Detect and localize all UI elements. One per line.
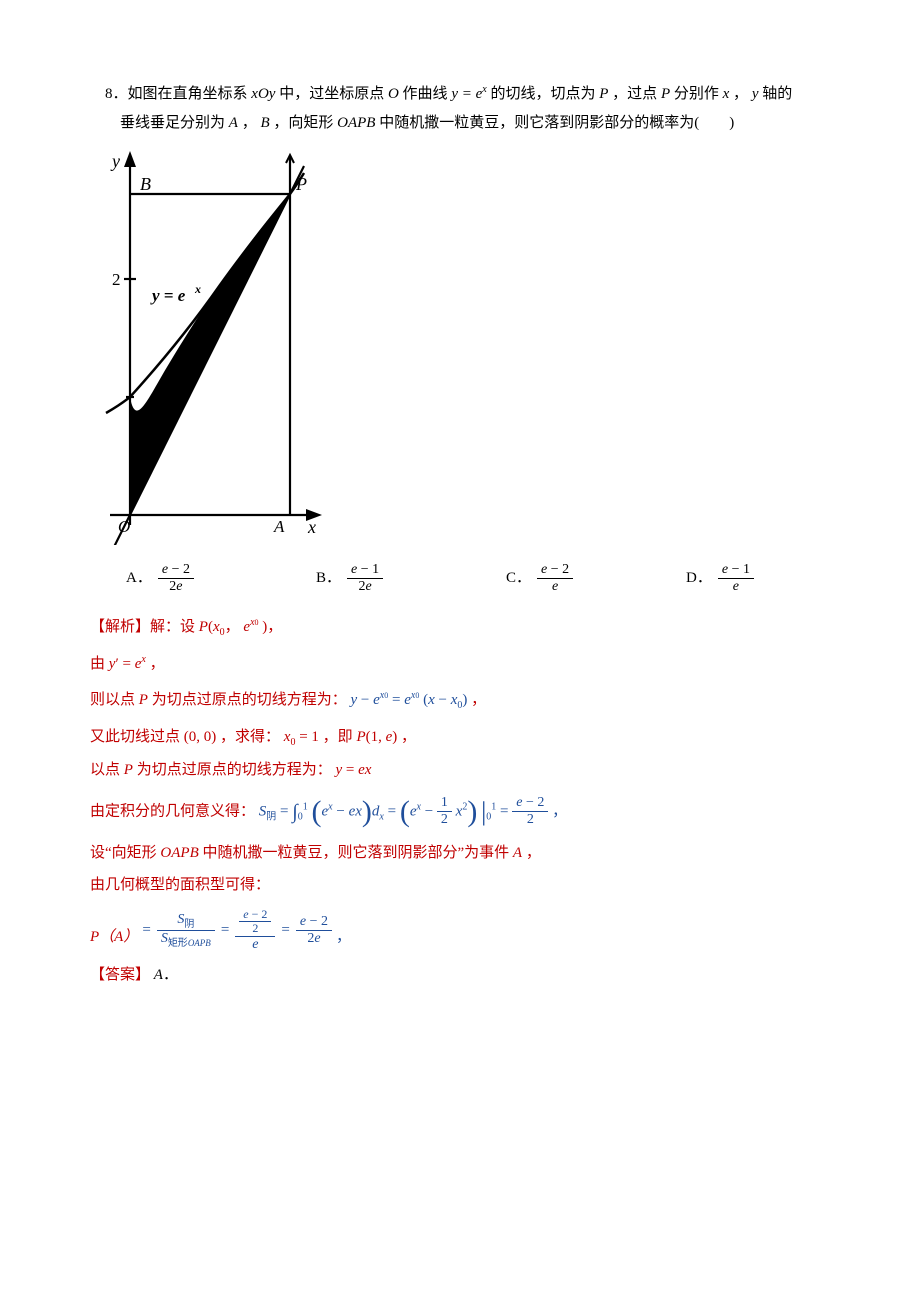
curve-label-sup: x [194,282,201,296]
solution-line-9: P（A） = S阴 S矩形OAPB = e − 2 2 e = e − 2 2e… [90,908,830,954]
origin-label: O [118,517,130,536]
problem-line-1: 8．如图在直角坐标系 xOy 中，过坐标原点 O 作曲线 y = ex 的切线，… [90,80,830,109]
option-a: A． e − 2 2e [126,562,316,595]
solution-line-3: 则以点 P 为切点过原点的切线方程为： y − ex0 = ex0 (x − x… [90,686,830,715]
coordinate-plot: y x O A B P 2 y = e x [90,145,324,545]
option-d-frac: e − 1 e [718,562,754,595]
option-c-frac: e − 2 e [537,562,573,595]
answer-line: 【答案】 A． [90,961,830,990]
option-a-frac: e − 2 2e [158,562,194,595]
x-axis-label: x [307,517,316,537]
prob-eq: = S阴 S矩形OAPB = e − 2 2 e = e − 2 2e [142,908,332,954]
solution-line-7: 设“向矩形 OAPB 中随机撒一粒黄豆，则它落到阴影部分”为事件 A ， [90,839,830,868]
option-d: D． e − 1 e [686,562,826,595]
problem-number: 8． [105,86,128,102]
integral-eq: S阴 = ∫01 (ex − ex)dx = (ex − 12 x2) |01 … [259,793,549,831]
p-label: P [295,174,307,194]
solution-line-6: 由定积分的几何意义得： S阴 = ∫01 (ex − ex)dx = (ex −… [90,793,830,831]
option-b: B． e − 1 2e [316,562,506,595]
solution-line-5: 以点 P 为切点过原点的切线方程为： y = ex [90,756,830,785]
solution-line-1: 【解析】解：设 P(x0， ex0 )， [90,613,830,642]
curve-label: y = e [150,286,186,305]
figure: y x O A B P 2 y = e x [90,145,830,556]
a-label: A [273,517,285,536]
tick-2: 2 [112,270,121,289]
solution-line-2: 由 y′ = ex ， [90,650,830,679]
options-row: A． e − 2 2e B． e − 1 2e C． e − 2 e D． e … [90,562,830,595]
curve-eq: y = ex [451,86,486,102]
xoy: xOy [251,86,275,102]
option-c: C． e − 2 e [506,562,686,595]
problem-line-2: 垂线垂足分别为 A ， B ，向矩形 OAPB 中随机撒一粒黄豆，则它落到阴影部… [90,109,830,138]
y-axis-label: y [110,151,120,171]
b-label: B [140,174,151,194]
solution-line-4: 又此切线过点 (0, 0) ，求得： x0 = 1 ，即 P(1, e) ， [90,723,830,752]
option-b-frac: e − 1 2e [347,562,383,595]
tangent-eq: y − ex0 = ex0 (x − x0) [350,692,471,708]
solution-line-8: 由几何概型的面积型可得： [90,871,830,900]
